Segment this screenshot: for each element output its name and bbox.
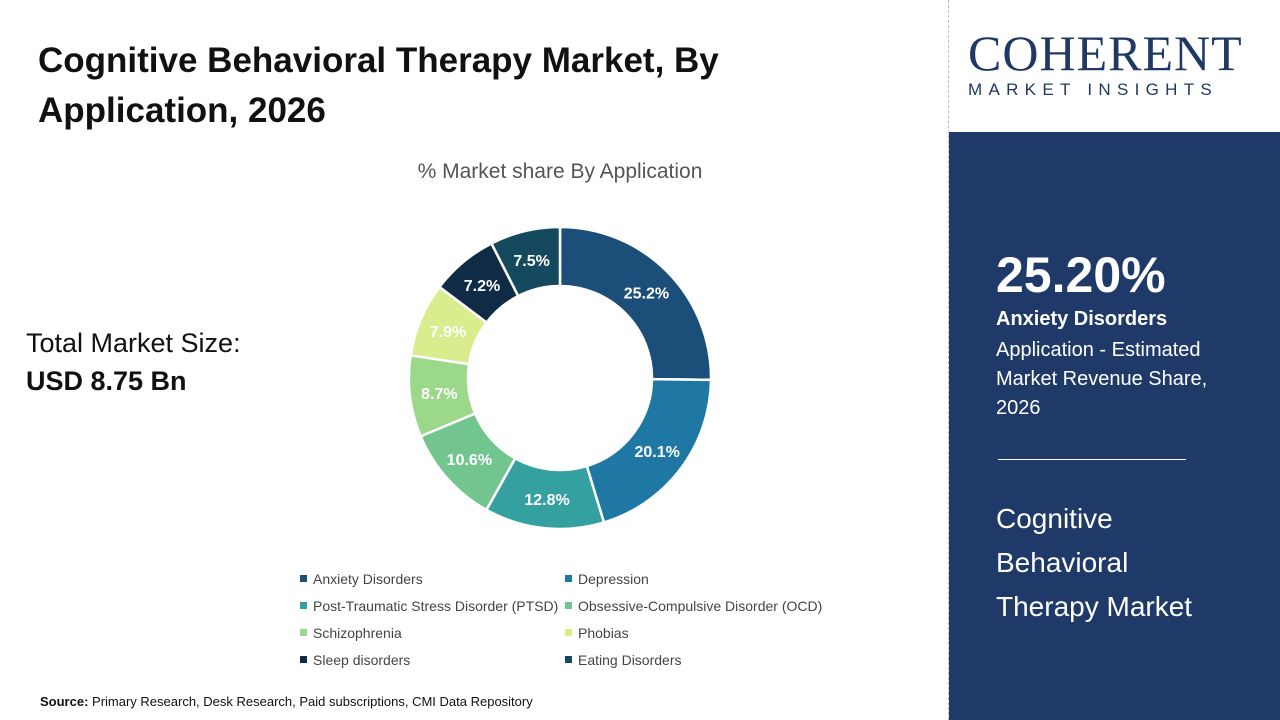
data-label: 10.6% <box>447 452 492 469</box>
data-label: 20.1% <box>634 444 679 461</box>
legend-label: Anxiety Disorders <box>313 570 423 587</box>
legend-label: Obsessive-Compulsive Disorder (OCD) <box>578 597 823 614</box>
total-market-value: USD 8.75 Bn <box>26 366 187 396</box>
legend-item: Post-Traumatic Stress Disorder (PTSD) <box>300 596 565 615</box>
legend-label: Eating Disorders <box>578 651 682 668</box>
legend-swatch <box>565 575 572 582</box>
highlight-panel <box>949 132 1280 720</box>
page-title: Cognitive Behavioral Therapy Market, By … <box>38 41 719 130</box>
legend-swatch <box>565 602 572 609</box>
total-market-label: Total Market Size: <box>26 328 241 358</box>
logo: COHERENT MARKET INSIGHTS <box>968 25 1268 100</box>
source-label: Source: <box>40 694 89 709</box>
legend-label: Post-Traumatic Stress Disorder (PTSD) <box>313 597 559 614</box>
logo-sub: MARKET INSIGHTS <box>968 80 1219 99</box>
panel-divider <box>998 459 1186 460</box>
legend-label: Sleep disorders <box>313 651 411 668</box>
data-label: 25.2% <box>624 286 669 303</box>
divider <box>948 0 950 720</box>
total-market-size: Total Market Size: USD 8.75 Bn <box>26 324 241 400</box>
data-label: 7.2% <box>464 278 500 295</box>
legend-item: Schizophrenia <box>300 623 565 642</box>
highlight-description: Application - Estimated Market Revenue S… <box>996 339 1208 419</box>
legend-swatch <box>300 575 307 582</box>
legend-item: Anxiety Disorders <box>300 569 565 588</box>
donut-chart: 25.2% 20.1% 12.8% 10.6% 8.7% 7.9% 7.2% 7.5% <box>407 225 713 531</box>
data-label: 8.7% <box>421 386 457 403</box>
data-label: 7.9% <box>430 324 466 341</box>
logo-main: COHERENT <box>968 25 1243 81</box>
source-text: Primary Research, Desk Research, Paid su… <box>88 694 533 709</box>
highlight-percent: 25.20% <box>996 247 1166 303</box>
legend-item: Obsessive-Compulsive Disorder (OCD) <box>565 596 830 615</box>
legend-swatch <box>300 602 307 609</box>
legend-swatch <box>300 629 307 636</box>
legend-label: Phobias <box>578 624 629 641</box>
chart-legend: Anxiety Disorders Depression Post-Traumati… <box>300 569 830 669</box>
legend-label: Schizophrenia <box>313 624 402 641</box>
source-note: Source: Primary Research, Desk Research,… <box>40 694 533 709</box>
legend-item: Sleep disorders <box>300 650 565 669</box>
legend-item: Eating Disorders <box>565 650 830 669</box>
legend-label: Depression <box>578 570 649 587</box>
highlight-segment: Anxiety Disorders <box>996 308 1168 330</box>
data-label: 7.5% <box>513 253 549 270</box>
legend-swatch <box>565 656 572 663</box>
legend-swatch <box>300 656 307 663</box>
legend-item: Phobias <box>565 623 830 642</box>
market-name: Cognitive Behavioral Therapy Market <box>996 503 1193 622</box>
legend-swatch <box>565 629 572 636</box>
data-label: 12.8% <box>524 492 569 509</box>
donut-slice <box>558 225 713 382</box>
chart-title: % Market share By Application <box>417 160 703 183</box>
donut-slice <box>489 225 562 298</box>
legend-item: Depression <box>565 569 830 588</box>
